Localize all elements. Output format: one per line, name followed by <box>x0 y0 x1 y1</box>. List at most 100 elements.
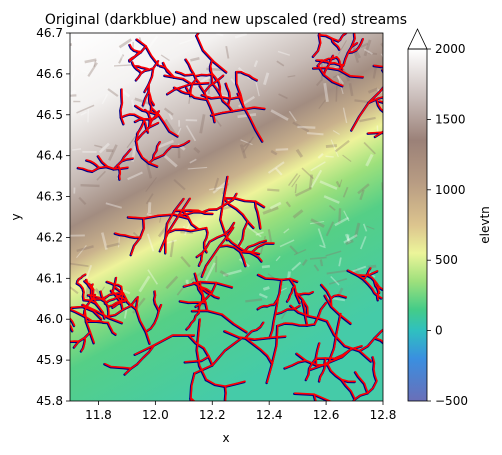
y-tick-label: 46.3 <box>36 190 63 204</box>
upscaled-stream-line <box>107 321 117 335</box>
upscaled-stream-line <box>337 33 348 42</box>
hillshade-mark <box>360 42 369 49</box>
hillshade-mark <box>118 54 125 64</box>
hillshade-mark <box>301 167 314 180</box>
hillshade-mark <box>219 270 229 278</box>
hillshade-mark <box>93 60 97 67</box>
upscaled-stream-line <box>185 58 201 85</box>
upscaled-stream-line <box>41 328 55 333</box>
hillshade-mark <box>335 180 341 188</box>
hillshade-mark <box>335 85 338 102</box>
hillshade-mark <box>255 81 260 97</box>
upscaled-stream-line <box>90 283 94 301</box>
colorbar-frame <box>407 48 428 402</box>
hillshade-mark <box>132 297 146 314</box>
hillshade-mark <box>363 141 376 155</box>
hillshade-mark <box>367 87 378 94</box>
upscaled-stream-line <box>203 226 209 253</box>
upscaled-stream-line <box>211 73 222 98</box>
original-stream-line <box>396 99 409 109</box>
hillshade-mark <box>173 179 186 191</box>
upscaled-stream-line <box>277 322 316 327</box>
upscaled-stream-line <box>77 166 94 172</box>
upscaled-stream-line <box>198 251 204 266</box>
hillshade-mark <box>306 131 324 136</box>
upscaled-stream-line <box>224 330 287 340</box>
upscaled-streams <box>41 33 400 401</box>
upscaled-stream-line <box>397 71 400 99</box>
upscaled-stream-line <box>312 33 322 57</box>
upscaled-stream-line <box>374 130 383 138</box>
hillshade-mark <box>334 140 350 153</box>
upscaled-stream-line <box>318 34 340 42</box>
hillshade-mark <box>348 83 354 97</box>
hillshade-mark <box>380 42 383 49</box>
upscaled-stream-line <box>196 34 228 73</box>
hillshade-mark <box>215 256 218 273</box>
upscaled-stream-line <box>175 70 195 76</box>
hillshade-mark <box>163 107 174 116</box>
original-stream-line <box>176 411 192 430</box>
hillshade-mark <box>295 148 304 158</box>
upscaled-stream-line <box>220 175 229 241</box>
y-axis: 45.8 45.9 46.0 46.1 46.2 46.3 46.4 46.5 46.6 46.7 <box>36 26 70 408</box>
hillshade-mark <box>354 99 369 104</box>
upscaled-stream-line <box>286 285 296 302</box>
hillshade-mark <box>193 146 201 154</box>
upscaled-stream-line <box>153 290 160 312</box>
upscaled-stream-line <box>136 38 160 66</box>
upscaled-stream-line <box>367 131 383 134</box>
upscaled-stream-line <box>152 141 161 160</box>
upscaled-stream-line <box>195 73 214 77</box>
upscaled-stream-line <box>87 294 107 303</box>
upscaled-stream-line <box>356 274 374 290</box>
upscaled-stream-line <box>171 139 191 147</box>
hillshade-mark <box>291 261 302 271</box>
hillshade-mark <box>367 264 377 269</box>
hillshade-mark <box>145 35 159 51</box>
original-stream-line <box>397 72 400 100</box>
hillshade-mark <box>342 154 352 163</box>
x-axis-label: x <box>222 431 229 445</box>
hillshade-mark <box>301 258 308 267</box>
upscaled-stream-line <box>186 311 200 330</box>
upscaled-stream-line <box>295 290 314 296</box>
hillshade-mark <box>168 112 174 120</box>
colorbar-label: elevtn <box>478 206 492 244</box>
upscaled-stream-line <box>251 242 275 253</box>
upscaled-stream-line <box>71 305 103 320</box>
original-stream-line <box>325 421 338 442</box>
upscaled-stream-line <box>104 292 125 304</box>
original-stream-line <box>325 320 372 363</box>
upscaled-stream-line <box>148 90 155 106</box>
hillshade-mark <box>242 136 255 153</box>
hillshade-mark <box>343 234 358 244</box>
hillshade-mark <box>215 33 224 37</box>
upscaled-stream-line <box>201 226 235 277</box>
hillshade-mark <box>76 245 87 259</box>
hillshade-mark <box>223 205 232 210</box>
upscaled-stream-line <box>120 113 144 120</box>
upscaled-stream-line <box>83 293 97 317</box>
hillshade-mark <box>310 218 325 228</box>
upscaled-stream-line <box>86 159 101 169</box>
hillshade-mark <box>240 139 253 146</box>
hillshade-mark <box>334 216 350 227</box>
hillshade-mark <box>291 174 301 188</box>
upscaled-stream-line <box>347 269 379 277</box>
upscaled-stream-line <box>148 95 153 113</box>
upscaled-stream-line <box>269 297 280 339</box>
upscaled-stream-line <box>340 378 356 399</box>
hillshade-mark <box>270 149 278 156</box>
hillshade-mark <box>274 167 283 176</box>
upscaled-stream-line <box>243 239 268 252</box>
hillshade-mark <box>381 182 383 191</box>
upscaled-stream-line <box>219 244 247 267</box>
hillshade-mark <box>261 264 271 269</box>
upscaled-stream-line <box>305 357 318 381</box>
upscaled-stream-line <box>196 240 212 258</box>
hillshade-mark <box>81 70 89 74</box>
upscaled-stream-line <box>347 38 364 54</box>
upscaled-stream-line <box>117 164 122 180</box>
